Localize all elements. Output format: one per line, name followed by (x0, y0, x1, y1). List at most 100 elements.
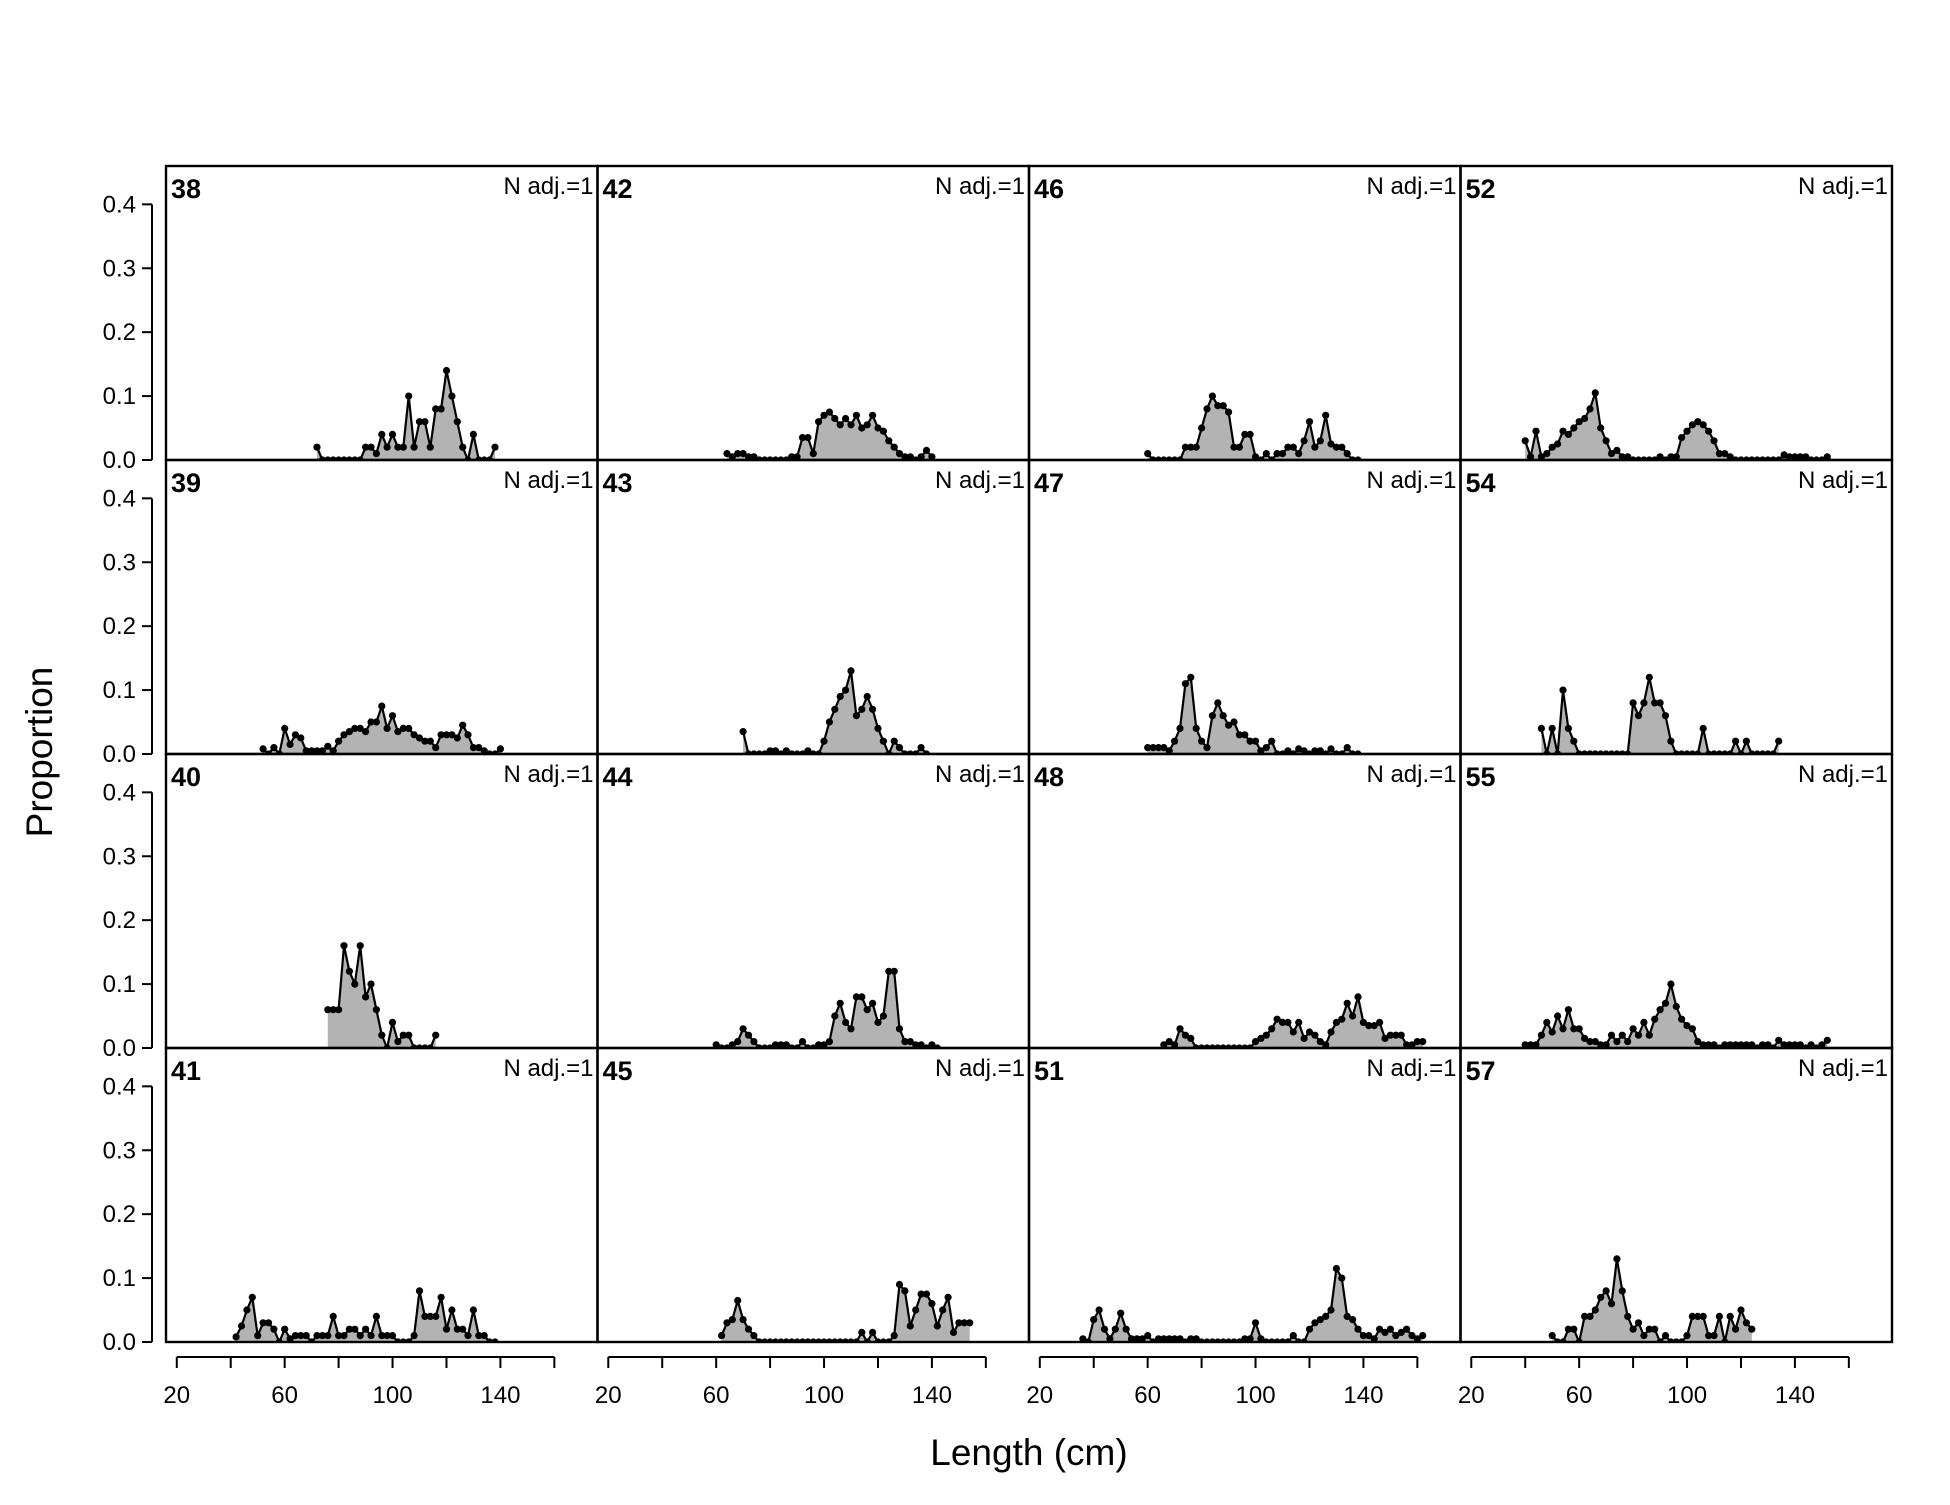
data-point (1419, 1038, 1427, 1046)
data-point (1181, 1031, 1189, 1039)
data-point (1165, 747, 1173, 754)
data-point (362, 728, 370, 736)
data-point (356, 724, 364, 733)
panel-42: 42 N adj.=1 (596, 164, 1031, 462)
data-point (1316, 1316, 1324, 1324)
data-point (1268, 1025, 1276, 1033)
data-point (1208, 712, 1216, 720)
data-point (1246, 737, 1254, 745)
data-point (815, 418, 823, 426)
data-point (1322, 1041, 1330, 1048)
data-point (1591, 1038, 1599, 1046)
data-point (469, 744, 477, 752)
data-point (405, 392, 413, 400)
data-point (1198, 424, 1206, 432)
x-tick-label: 20 (163, 1382, 190, 1409)
data-point (739, 450, 747, 458)
data-point (1138, 1335, 1146, 1342)
data-point (728, 453, 736, 460)
data-point (1181, 443, 1189, 451)
data-point (362, 443, 370, 451)
y-tick-label: 0.2 (103, 319, 136, 346)
data-point (1160, 1041, 1168, 1048)
x-axis-title: Length (cm) (930, 1432, 1127, 1473)
data-point (825, 1038, 834, 1046)
data-point (248, 1293, 256, 1301)
data-point (1343, 744, 1351, 752)
data-point (394, 1038, 402, 1046)
data-point (1198, 737, 1206, 745)
data-point (1656, 699, 1664, 707)
data-point (939, 1306, 947, 1314)
data-point (1586, 1038, 1594, 1046)
data-point (1316, 437, 1324, 445)
data-point (928, 1300, 936, 1308)
data-point (1235, 443, 1243, 451)
data-point (879, 427, 888, 435)
data-point (744, 453, 753, 460)
data-point (1570, 1325, 1578, 1333)
data-point (351, 1325, 359, 1333)
data-point (1575, 418, 1583, 426)
panel-frame (1459, 1046, 1894, 1344)
data-point (383, 443, 391, 451)
data-point (858, 424, 866, 432)
data-point (1602, 1041, 1610, 1048)
panel-43: 43 N adj.=1 (596, 458, 1031, 756)
data-point (901, 1287, 909, 1295)
data-point (1656, 1006, 1664, 1014)
data-point (1613, 1255, 1621, 1263)
data-point (291, 1332, 299, 1340)
data-point (448, 731, 456, 739)
data-point (1154, 744, 1163, 752)
data-point (480, 1332, 488, 1340)
data-point (1235, 731, 1243, 739)
panel-frame (1027, 458, 1462, 756)
data-point (286, 1335, 294, 1342)
data-point (906, 453, 914, 460)
y-tick-label: 0.2 (103, 907, 136, 934)
data-point (1176, 724, 1184, 733)
data-point (1403, 1041, 1411, 1048)
data-point (1214, 699, 1222, 707)
data-point (842, 686, 850, 694)
data-point (1165, 1335, 1173, 1342)
panel-label: 55 (1466, 762, 1496, 792)
data-point (739, 728, 747, 736)
data-point (1818, 1041, 1826, 1048)
data-point (1392, 1332, 1400, 1340)
data-point (1656, 453, 1664, 460)
panel-57: 57 N adj.=1 (1459, 1046, 1894, 1344)
data-point (1624, 1038, 1632, 1046)
data-point (1634, 712, 1643, 720)
data-point (372, 718, 380, 726)
data-point (890, 967, 898, 975)
y-axis-row-1: 0.0 0.1 0.2 0.3 0.4 (103, 191, 153, 474)
data-point (1327, 745, 1335, 753)
data-point (281, 724, 289, 733)
data-point (1295, 745, 1303, 753)
data-point (1295, 1018, 1303, 1026)
data-point (1278, 450, 1287, 458)
data-point (1554, 440, 1562, 448)
panel-48: 48 N adj.=1 (1027, 752, 1462, 1050)
data-point (1823, 453, 1831, 460)
y-axis-row-3: 0.0 0.1 0.2 0.3 0.4 (103, 779, 153, 1062)
data-point (1246, 430, 1254, 438)
data-point (831, 414, 839, 423)
data-point (1581, 414, 1589, 423)
data-point (1203, 744, 1211, 752)
data-point (863, 692, 871, 701)
data-point (793, 453, 801, 460)
n-adj-label: N adj.=1 (1798, 173, 1888, 200)
data-point (928, 453, 936, 460)
data-point (728, 1041, 736, 1048)
data-point (335, 1006, 343, 1014)
data-point (1262, 1031, 1270, 1039)
data-point (367, 1332, 375, 1340)
data-point (1715, 450, 1723, 458)
distribution-area (721, 1284, 970, 1342)
data-point (426, 737, 434, 745)
data-point (1634, 1031, 1643, 1039)
data-point (890, 1332, 898, 1340)
